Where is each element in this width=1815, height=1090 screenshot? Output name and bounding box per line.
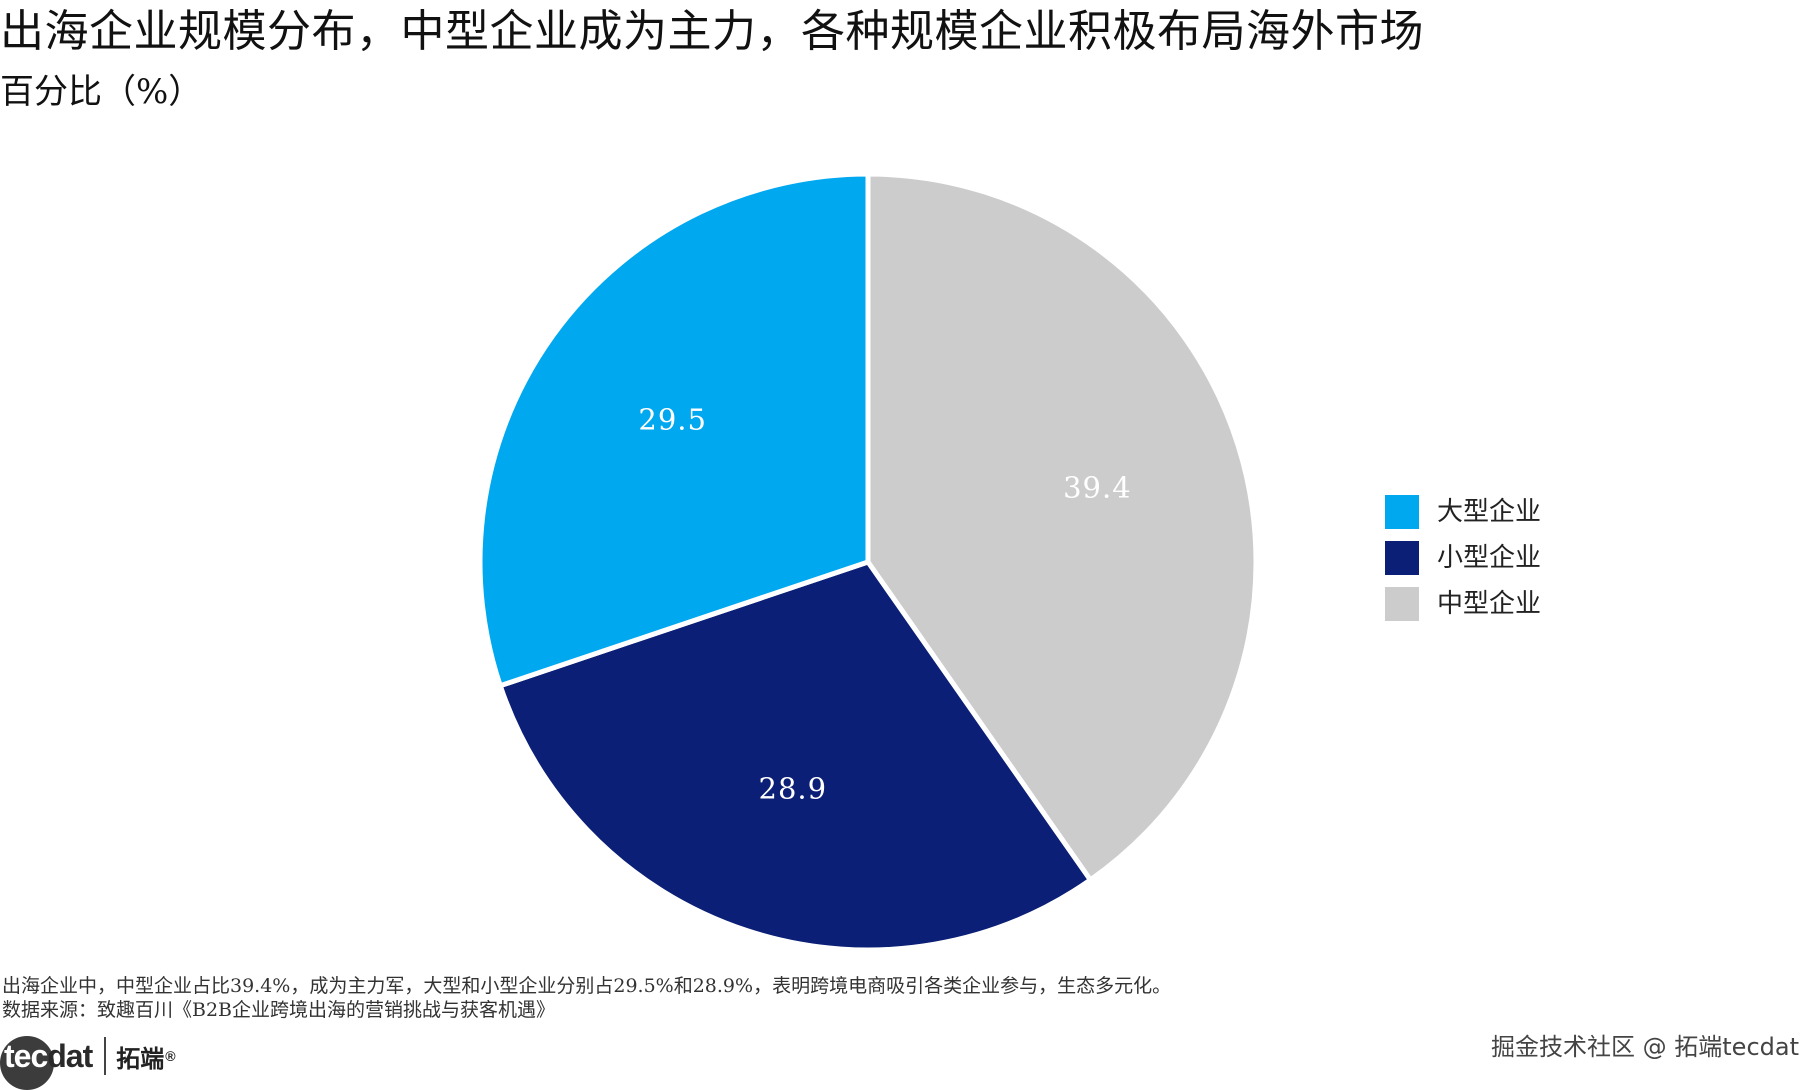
chart-title: 出海企业规模分布，中型企业成为主力，各种规模企业积极布局海外市场 [0,6,1424,57]
brand-logo: tecdat 拓端 ® [0,1030,176,1090]
registered-mark: ® [165,1048,176,1064]
pie-label-medium: 39.4 [1063,471,1132,505]
watermark: 掘金技术社区 @ 拓端tecdat [1491,1033,1799,1061]
chart-subtitle: 百分比（%） [0,72,203,112]
pie-slice-small [497,559,1093,953]
legend-item-large: 大型企业 [1385,495,1541,529]
legend-item-medium: 中型企业 [1385,587,1541,621]
chart-legend: 大型企业 小型企业 中型企业 [1385,495,1541,633]
brand-divider [104,1037,107,1075]
legend-swatch-medium [1385,587,1419,621]
pie-slice-medium [865,171,1259,883]
pie-label-small: 28.9 [759,772,828,806]
tecdat-logo-icon: tecdat [0,1035,93,1090]
data-source: 数据来源：致趣百川《B2B企业跨境出海的营销挑战与获客机遇》 [2,999,556,1021]
pie-label-large: 29.5 [638,403,707,437]
legend-swatch-small [1385,541,1419,575]
legend-swatch-large [1385,495,1419,529]
legend-item-small: 小型企业 [1385,541,1541,575]
brand-name: 拓端 [116,1045,165,1073]
legend-label-medium: 中型企业 [1437,589,1542,619]
legend-label-small: 小型企业 [1437,543,1542,573]
chart-note: 出海企业中，中型企业占比39.4%，成为主力军，大型和小型企业分别占29.5%和… [2,975,1172,997]
legend-label-large: 大型企业 [1437,497,1542,527]
pie-slice-large [477,171,871,689]
pie-chart: 39.4 28.9 29.5 [477,171,1259,953]
